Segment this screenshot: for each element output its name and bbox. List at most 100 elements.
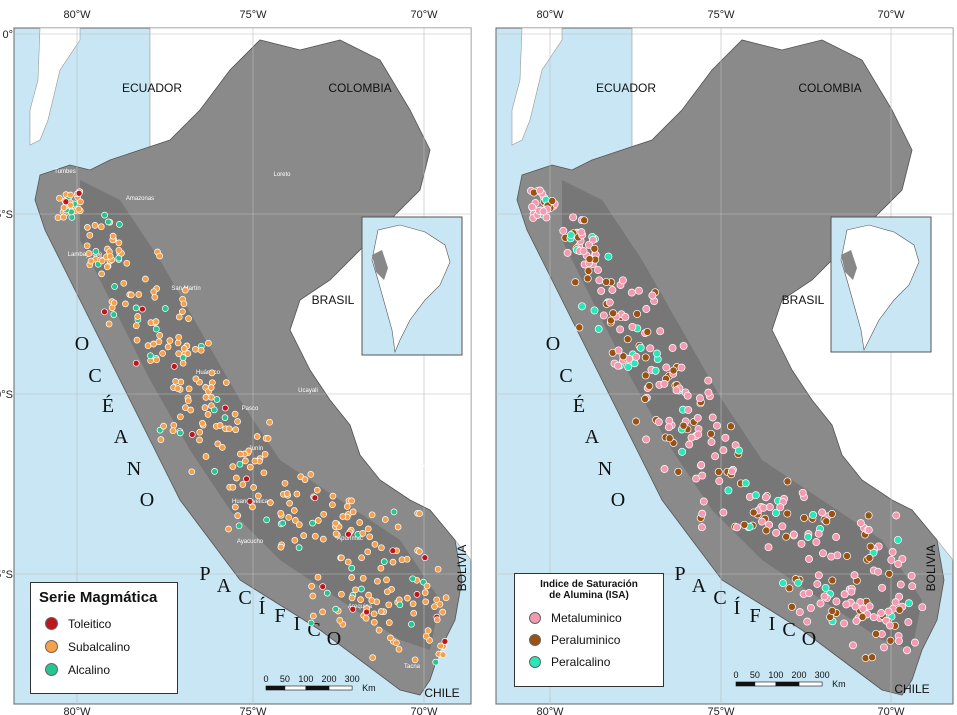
sample-point bbox=[329, 501, 336, 509]
sample-point bbox=[285, 514, 293, 521]
sample-point bbox=[116, 221, 123, 228]
sample-point bbox=[359, 530, 367, 537]
sample-point bbox=[697, 461, 706, 469]
sample-point bbox=[132, 359, 140, 367]
sample-point bbox=[585, 255, 594, 264]
sample-point bbox=[404, 594, 411, 602]
sample-point bbox=[585, 240, 593, 249]
sample-point bbox=[895, 592, 904, 601]
sample-point bbox=[713, 421, 721, 430]
sample-point bbox=[179, 359, 187, 367]
sample-point bbox=[623, 335, 632, 344]
sample-point bbox=[368, 511, 376, 519]
sample-point bbox=[150, 288, 158, 296]
sample-point bbox=[103, 263, 111, 271]
sample-point bbox=[197, 346, 205, 354]
scale-bar-segment bbox=[328, 685, 353, 691]
sample-point bbox=[231, 410, 239, 418]
sample-point bbox=[210, 406, 218, 414]
country-label: CHILE bbox=[894, 682, 929, 696]
sample-point bbox=[75, 205, 83, 213]
legend-swatch bbox=[529, 634, 541, 646]
sample-point bbox=[594, 266, 602, 274]
sample-point bbox=[665, 416, 674, 425]
sample-point bbox=[818, 508, 827, 517]
sample-point bbox=[156, 252, 163, 260]
sample-point bbox=[697, 523, 706, 532]
sample-point bbox=[778, 522, 787, 531]
sample-point bbox=[235, 522, 243, 530]
sample-point bbox=[356, 519, 364, 526]
sample-point bbox=[434, 565, 442, 573]
ocean-letter: O bbox=[75, 333, 89, 355]
sample-point bbox=[918, 603, 927, 612]
sample-point bbox=[348, 564, 356, 572]
sample-point bbox=[656, 327, 665, 336]
sample-point bbox=[708, 413, 717, 422]
sample-point bbox=[569, 213, 578, 222]
sample-point bbox=[571, 278, 580, 287]
lat-tick: 0° bbox=[2, 29, 13, 41]
sample-point bbox=[174, 385, 182, 392]
city-label: Huánuco bbox=[196, 370, 221, 376]
sample-point bbox=[348, 594, 356, 602]
sample-point bbox=[563, 248, 572, 257]
sample-point bbox=[840, 619, 849, 628]
sample-point bbox=[804, 533, 813, 541]
sample-point bbox=[851, 602, 860, 611]
city-label: Pasco bbox=[242, 406, 259, 412]
sample-point bbox=[662, 363, 671, 372]
sample-point bbox=[390, 508, 398, 516]
sample-point bbox=[196, 436, 203, 444]
sample-point bbox=[904, 618, 913, 627]
sample-point bbox=[648, 291, 657, 300]
sample-point bbox=[359, 574, 367, 582]
sample-point bbox=[370, 618, 378, 626]
sample-point bbox=[605, 298, 614, 307]
sample-point bbox=[180, 345, 188, 352]
sample-point bbox=[97, 223, 105, 231]
ocean-letter: C bbox=[559, 365, 572, 387]
sample-point bbox=[229, 463, 237, 470]
sample-point bbox=[759, 503, 768, 512]
sample-point bbox=[842, 600, 851, 609]
sample-point bbox=[234, 418, 241, 425]
sample-point bbox=[614, 361, 622, 370]
legend-label: Subalcalino bbox=[68, 639, 131, 654]
sample-point bbox=[422, 598, 430, 606]
sample-point bbox=[348, 574, 356, 581]
sample-point bbox=[616, 325, 625, 334]
sample-point bbox=[779, 579, 787, 588]
sample-point bbox=[832, 597, 841, 606]
sample-point bbox=[693, 413, 702, 422]
sample-point bbox=[721, 433, 730, 442]
sample-point bbox=[698, 471, 707, 480]
sample-point bbox=[421, 589, 429, 596]
sample-point bbox=[776, 503, 785, 512]
sample-point bbox=[132, 304, 140, 312]
sample-point bbox=[828, 576, 837, 585]
sample-point bbox=[894, 560, 903, 568]
legend-label: Peralcalino bbox=[551, 655, 611, 669]
inset-peru bbox=[372, 250, 388, 280]
sample-point bbox=[424, 627, 432, 634]
ocean-letter: O bbox=[546, 333, 560, 355]
sample-point bbox=[267, 499, 274, 506]
sample-point bbox=[847, 587, 856, 596]
sample-point bbox=[783, 477, 792, 486]
sample-point bbox=[308, 582, 315, 590]
city-label: Loreto bbox=[273, 172, 291, 178]
sample-point bbox=[111, 283, 118, 290]
map-panel-right: 80°W 75°W 70°W 80°W 75°W 70°W ECUADOR COLOMBIA… bbox=[478, 0, 957, 715]
scale-tick: 100 bbox=[768, 670, 783, 680]
sample-point bbox=[98, 257, 106, 265]
ocean-letter: C bbox=[713, 587, 726, 609]
sample-point bbox=[812, 538, 821, 547]
sample-point bbox=[813, 580, 822, 588]
legend-title-line2: de Alumina (ISA) bbox=[549, 590, 629, 601]
sample-point bbox=[868, 653, 877, 662]
sample-point bbox=[383, 576, 390, 584]
sample-point bbox=[214, 440, 222, 448]
legend-label: Alcalino bbox=[68, 662, 111, 677]
sample-point bbox=[761, 493, 770, 502]
